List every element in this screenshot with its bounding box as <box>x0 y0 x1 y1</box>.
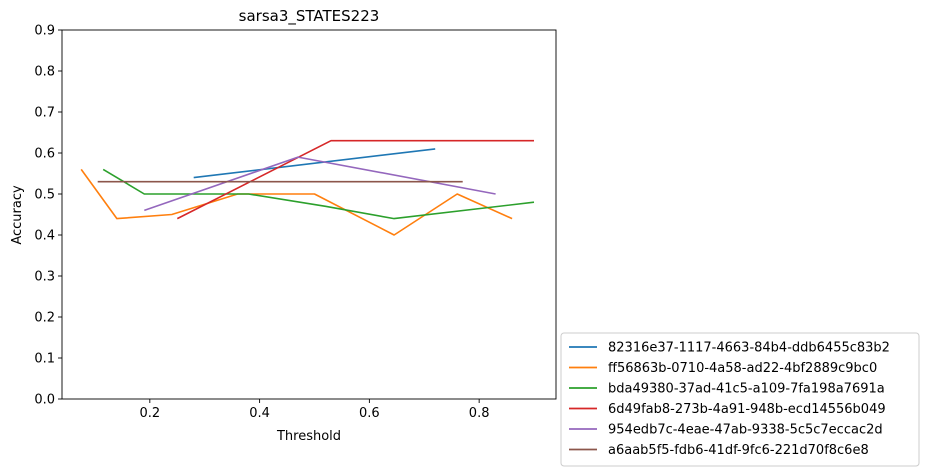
y-tick-label: 0.7 <box>34 106 55 121</box>
legend-label-2: ff56863b-0710-4a58-ad22-4bf2889c9bc0 <box>608 361 877 376</box>
chart-title: sarsa3_STATES223 <box>239 7 380 26</box>
y-tick-label: 0.6 <box>34 147 55 162</box>
y-axis-label: Accuracy <box>10 185 25 245</box>
y-tick-label: 0.5 <box>34 188 55 203</box>
y-tick-label: 0.4 <box>34 229 55 244</box>
series-line-2 <box>80 168 513 236</box>
y-tick-label: 0.9 <box>34 24 55 39</box>
series-line-4 <box>176 139 534 220</box>
legend-label-5: 954edb7c-4eae-47ab-9338-5c5c7eccac2d <box>608 423 883 438</box>
y-tick-label: 0.1 <box>34 352 55 367</box>
legend-box <box>560 332 920 467</box>
series-line-1 <box>193 148 436 179</box>
x-tick-label: 0.6 <box>359 406 380 421</box>
x-axis-label: Threshold <box>276 429 341 444</box>
legend: 82316e37-1117-4663-84b4-ddb6455c83b2 ff56… <box>560 332 920 467</box>
x-tick-label: 0.2 <box>139 406 160 421</box>
legend-label-3: bda49380-37ad-41c5-a109-7fa198a7691a <box>608 382 885 397</box>
legend-label-6: a6aab5f5-fdb6-41df-9fc6-221d70f8c6e8 <box>608 443 869 458</box>
legend-label-1: 82316e37-1117-4663-84b4-ddb6455c83b2 <box>608 341 890 356</box>
series-line-3 <box>102 168 535 220</box>
y-tick-label: 0.3 <box>34 270 55 285</box>
plot-area: 0.2 0.4 0.6 0.8 0.0 0.1 0.2 0.3 0.4 0.5 0.6 0.7 0.8 0… <box>34 24 557 421</box>
x-tick-label: 0.8 <box>469 406 490 421</box>
x-tick-label: 0.4 <box>249 406 270 421</box>
legend-label-4: 6d49fab8-273b-4a91-948b-ecd14556b049 <box>608 402 886 417</box>
y-tick-label: 0.0 <box>34 393 55 408</box>
axes-frame <box>61 29 557 400</box>
y-tick-label: 0.8 <box>34 65 55 80</box>
y-tick-label: 0.2 <box>34 311 55 326</box>
